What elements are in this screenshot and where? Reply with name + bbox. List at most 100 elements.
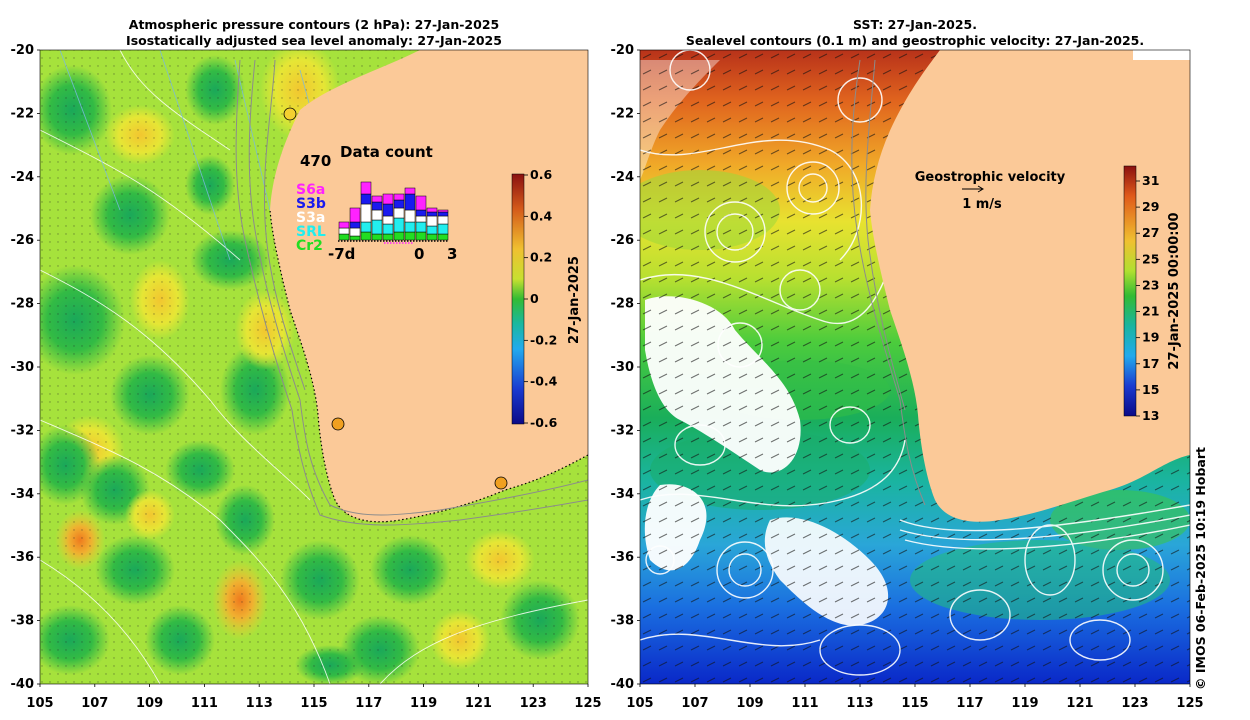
- right-panel-title: SST: 27-Jan-2025. Sealevel contours (0.1…: [640, 17, 1190, 49]
- right-lon-tick-label: 123: [1121, 696, 1148, 711]
- inset-bar-segment: [415, 221, 427, 233]
- velocity-key-title: Geostrophic velocity: [915, 170, 1066, 185]
- inset-bar-segment: [393, 207, 405, 219]
- colorbar-tick-label: 19: [1142, 330, 1159, 345]
- left-lat-tick-label: -30: [11, 360, 35, 375]
- inset-x-label-zero: 0: [414, 245, 424, 263]
- right-lon-tick-label: 115: [901, 696, 928, 711]
- left-lat-tick-label: -20: [11, 43, 35, 58]
- inset-bar-segment: [437, 215, 449, 225]
- left-lon-tick-label: 117: [355, 696, 382, 711]
- sla-colorbar: 0.6 0.4 0.2 0 -0.2 -0.4 -0.6 27-Jan-2025: [511, 167, 582, 430]
- right-lon-tick-label: 119: [1011, 696, 1038, 711]
- left-title-line1: Atmospheric pressure contours (2 hPa): 2…: [128, 17, 500, 32]
- inset-bar-segment: [382, 203, 394, 217]
- coastline-dotted: [269, 209, 588, 523]
- left-lat-tick-label: -40: [11, 677, 35, 692]
- inset-bar-segment: [404, 209, 416, 223]
- legend-cr2: Cr2: [296, 238, 323, 254]
- colorbar-tick-label: 0.2: [530, 250, 552, 265]
- right-lat-tick-label: -40: [611, 677, 635, 692]
- inset-bar-segment: [371, 201, 383, 211]
- inset-bar-segment: [338, 221, 350, 229]
- inset-bar-segment: [437, 211, 449, 217]
- inset-bar-segment: [349, 207, 361, 223]
- inset-bar-segment: [371, 219, 383, 235]
- velocity-key: Geostrophic velocity 1 m/s: [915, 170, 1066, 212]
- inset-bar-segment: [371, 233, 383, 241]
- colorbar-tick-label: 17: [1142, 356, 1159, 371]
- right-lat-tick-label: -22: [611, 106, 635, 121]
- colorbar-tick-label: 21: [1142, 304, 1159, 319]
- right-lat-tick-label: -38: [611, 614, 635, 629]
- inset-bar-segment: [371, 195, 383, 203]
- inset-max-count: 470: [300, 152, 331, 170]
- inset-bar-segment: [382, 233, 394, 241]
- left-lon-tick-label: 113: [246, 696, 273, 711]
- map-corner-gap: [1133, 50, 1190, 60]
- inset-bar-segment: [338, 233, 350, 241]
- left-panel-title: Atmospheric pressure contours (2 hPa): 2…: [40, 17, 588, 49]
- inset-bar-segment: [437, 209, 449, 213]
- pressure-contours: [40, 50, 588, 684]
- colorbar-tick-label: 31: [1142, 173, 1159, 188]
- australia-land-right: [870, 50, 1190, 522]
- inset-bars: [338, 181, 449, 241]
- right-lon-tick-label: 117: [956, 696, 983, 711]
- inset-bar-segment: [360, 181, 372, 195]
- inset-bar-segment: [426, 211, 438, 217]
- left-lat-tick-label: -36: [11, 550, 35, 565]
- colorbar-tick-label: 25: [1142, 251, 1159, 266]
- inset-bar-segment: [382, 193, 394, 205]
- left-lat-tick-label: -32: [11, 423, 35, 438]
- inset-bar-segment: [382, 215, 394, 225]
- sla-colorbar-gradient: [511, 173, 525, 425]
- legend-srl: SRL: [296, 224, 326, 240]
- left-lon-tick-label: 123: [520, 696, 547, 711]
- sla-colorbar-ticks: 0.6 0.4 0.2 0 -0.2 -0.4 -0.6: [524, 167, 558, 430]
- inset-title: Data count: [340, 143, 433, 161]
- australia-land-left: [270, 50, 588, 522]
- sst-colorbar-gradient: [1123, 165, 1137, 417]
- left-lon-tick-label: 109: [136, 696, 163, 711]
- right-lon-tick-label: 105: [626, 696, 653, 711]
- right-lat-tick-label: -32: [611, 423, 635, 438]
- left-lat-tick-label: -22: [11, 106, 35, 121]
- inset-bar-segment: [349, 227, 361, 237]
- data-count-inset: Data count 470 -7d 0 3 S6a S3b S3a SRL C…: [296, 143, 457, 263]
- inset-bar-segment: [360, 231, 372, 241]
- right-lat-tick-label: -36: [611, 550, 635, 565]
- left-lon-tick-label: 105: [26, 696, 53, 711]
- inset-bar-segment: [415, 231, 427, 241]
- right-lon-tick-label: 109: [736, 696, 763, 711]
- inset-x-label-end: 3: [447, 245, 457, 263]
- inset-bar-segment: [393, 231, 405, 241]
- inset-bar-segment: [393, 217, 405, 233]
- inset-bar-segment: [360, 203, 372, 223]
- colorbar-tick-label: 27: [1142, 225, 1159, 240]
- inset-bar-segment: [426, 207, 438, 213]
- inset-bar-segment: [371, 209, 383, 221]
- left-lon-tick-label: 119: [410, 696, 437, 711]
- inset-bar-segment: [426, 215, 438, 227]
- isobaths-right: [851, 59, 926, 506]
- station-marker: [331, 417, 345, 431]
- axis-ticks: -20 -22 -24 -26 -28 -30 -32 -34 -36 -38 -40 105 107 1…: [11, 43, 1204, 711]
- inset-bar-segment: [382, 223, 394, 235]
- sla-map: [40, 50, 588, 684]
- velocity-key-arrowhead: [977, 185, 984, 193]
- inset-bar-segment: [393, 193, 405, 201]
- sst-map: [640, 50, 1190, 684]
- left-lon-tick-label: 121: [465, 696, 492, 711]
- colorbar-tick-label: 29: [1142, 199, 1159, 214]
- legend-s3b: S3b: [296, 196, 326, 212]
- left-lat-tick-label: -26: [11, 233, 35, 248]
- station-marker: [283, 107, 297, 121]
- right-lat-tick-label: -26: [611, 233, 635, 248]
- inset-bar-segment: [349, 235, 361, 241]
- right-title-line2: Sealevel contours (0.1 m) and geostrophi…: [685, 33, 1145, 48]
- right-lon-tick-label: 113: [846, 696, 873, 711]
- left-lon-tick-label: 111: [191, 696, 218, 711]
- inset-bar-segment: [404, 193, 416, 211]
